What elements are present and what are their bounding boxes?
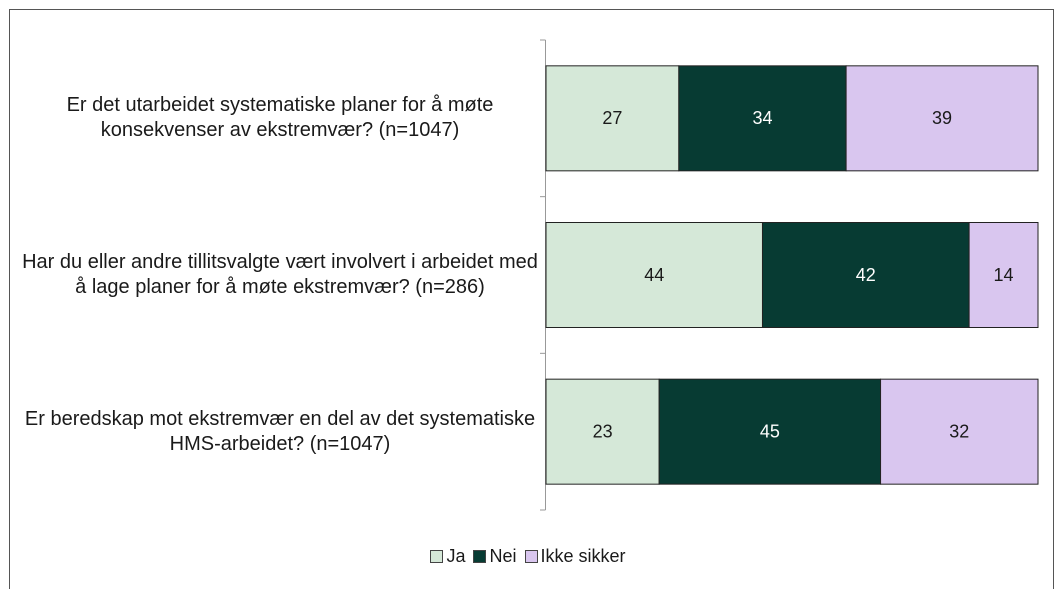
bar-segment <box>545 378 660 485</box>
data-label: 44 <box>644 265 664 285</box>
category-label: Har du eller andre tillitsvalgte vært in… <box>22 251 538 298</box>
bar-segment <box>880 378 1039 485</box>
bar-segment <box>678 65 847 172</box>
bar-segment <box>545 65 680 172</box>
data-label: 45 <box>760 421 780 441</box>
legend-swatch <box>524 550 538 563</box>
data-label: 27 <box>602 108 622 128</box>
data-label: 14 <box>994 265 1014 285</box>
legend-item: Ja <box>430 546 465 567</box>
data-label: 23 <box>593 421 613 441</box>
category-label: Er beredskap mot ekstremvær en del av de… <box>24 407 536 455</box>
bar-segment <box>761 222 970 328</box>
bar-segment <box>845 65 1039 172</box>
legend-item: Ikke sikker <box>524 546 626 567</box>
data-label: 34 <box>752 108 772 128</box>
legend-item: Nei <box>473 546 517 567</box>
legend: Ja Nei Ikke sikker <box>0 546 1056 567</box>
data-label: 42 <box>856 265 876 285</box>
legend-label: Nei <box>489 546 517 566</box>
legend-swatch <box>473 550 487 563</box>
bar-segment <box>968 222 1039 328</box>
data-label: 32 <box>949 421 969 441</box>
legend-label: Ikke sikker <box>540 546 626 566</box>
legend-swatch <box>430 550 444 563</box>
data-label: 39 <box>932 108 952 128</box>
legend-label: Ja <box>446 546 466 566</box>
category-label: Er det utarbeidet systematiske planer fo… <box>66 94 494 142</box>
bar-segment <box>658 378 882 485</box>
bar-segment <box>545 222 763 328</box>
frame <box>9 9 1054 589</box>
